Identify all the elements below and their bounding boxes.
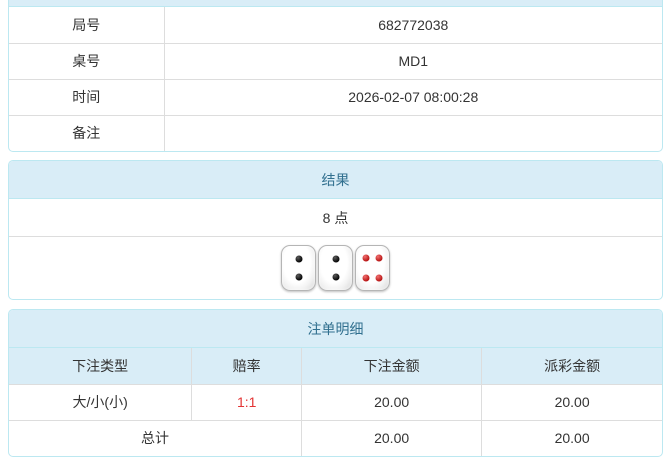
table-row: 时间 2026-02-07 08:00:28	[9, 78, 662, 115]
remark-label: 备注	[9, 114, 165, 151]
odds-cell: 1:1	[191, 383, 302, 420]
page: 局号 682772038 桌号 MD1 时间 2026-02-07 08:00:…	[8, 0, 663, 457]
die-pip	[332, 255, 339, 263]
die-2	[318, 245, 353, 291]
result-panel: 结果 8 点	[8, 160, 663, 300]
col-header-bet-type: 下注类型	[9, 348, 192, 384]
bet-details-table: 下注类型 赔率 下注金额 派彩金额 大/小(小) 1:1 20.00 20.00…	[9, 348, 662, 456]
payout-amount-cell: 20.00	[481, 383, 662, 420]
col-header-payout-amount: 派彩金额	[481, 348, 662, 384]
die-1	[281, 245, 316, 291]
round-number-label: 局号	[9, 7, 165, 43]
table-number-value: MD1	[164, 42, 662, 79]
total-label: 总计	[9, 419, 302, 456]
game-info-panel: 局号 682772038 桌号 MD1 时间 2026-02-07 08:00:…	[8, 0, 663, 152]
table-row: 桌号 MD1	[9, 42, 662, 79]
col-header-bet-amount: 下注金额	[301, 348, 482, 384]
col-header-odds: 赔率	[191, 348, 302, 384]
remark-value	[164, 114, 662, 151]
table-row: 局号 682772038	[9, 7, 662, 43]
die-pip	[295, 273, 302, 281]
game-info-table: 局号 682772038 桌号 MD1 时间 2026-02-07 08:00:…	[9, 7, 662, 151]
cutoff-heading-strip	[9, 0, 662, 7]
points-text: 8 点	[9, 199, 662, 237]
die-pip	[375, 274, 383, 282]
die-pip	[362, 254, 370, 262]
bet-details-title: 注单明细	[9, 310, 662, 348]
time-value: 2026-02-07 08:00:28	[164, 78, 662, 115]
time-label: 时间	[9, 78, 165, 115]
die-3	[355, 245, 390, 291]
bet-row: 大/小(小) 1:1 20.00 20.00	[9, 383, 662, 420]
table-row: 备注	[9, 114, 662, 151]
die-pip	[375, 254, 383, 262]
table-header-row: 下注类型 赔率 下注金额 派彩金额	[9, 348, 662, 384]
bet-type-cell: 大/小(小)	[9, 383, 192, 420]
table-number-label: 桌号	[9, 42, 165, 79]
dice-row	[9, 237, 662, 299]
die-pip	[295, 255, 302, 263]
round-number-value: 682772038	[378, 16, 449, 33]
die-pip	[332, 273, 339, 281]
total-payout-amount: 20.00	[481, 419, 662, 456]
result-panel-title: 结果	[9, 161, 662, 199]
bet-amount-cell: 20.00	[301, 383, 482, 420]
die-pip	[362, 274, 370, 282]
total-bet-amount: 20.00	[301, 419, 482, 456]
bet-details-panel: 注单明细 下注类型 赔率 下注金额 派彩金额 大/小(小) 1:1 20.00 …	[8, 309, 663, 457]
total-row: 总计 20.00 20.00	[9, 419, 662, 456]
